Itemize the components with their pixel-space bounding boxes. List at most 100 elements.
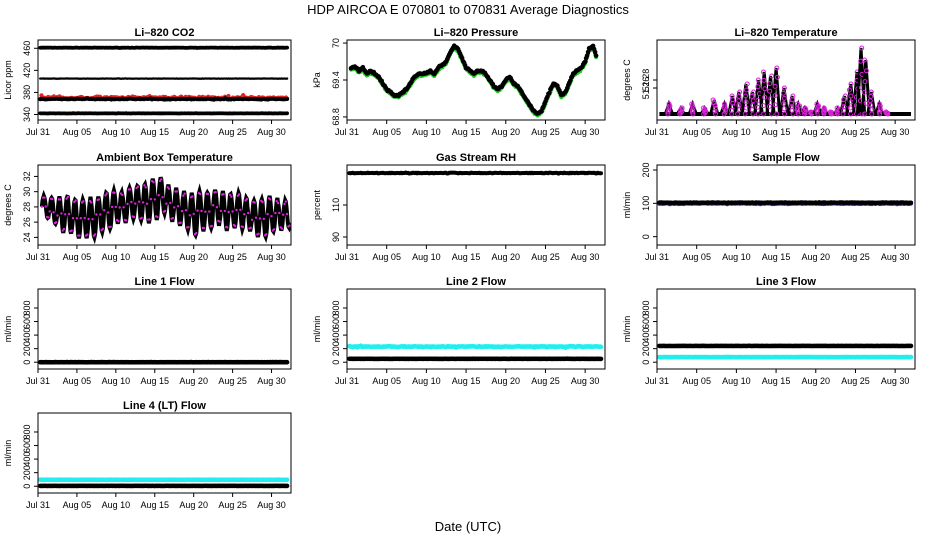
data-point — [60, 212, 63, 215]
x-tick-label: Aug 25 — [531, 252, 560, 262]
data-point — [288, 224, 291, 227]
data-point — [121, 193, 124, 197]
y-tick-label: 32 — [22, 171, 32, 181]
x-tick-label: Aug 25 — [218, 376, 247, 386]
x-tick-label: Aug 10 — [102, 376, 131, 386]
y-tick-label: 0 — [22, 360, 32, 365]
y-tick-label: 600 — [331, 314, 341, 329]
panel-4: Ambient Box Temperature degrees C 24 26 28 30… — [3, 152, 292, 262]
x-tick-label: Aug 15 — [452, 127, 481, 137]
x-tick-label: Aug 30 — [257, 127, 286, 137]
y-tick-label: 600 — [22, 438, 32, 453]
data-point — [48, 210, 51, 213]
plot-area — [659, 45, 912, 117]
data-point — [67, 212, 71, 216]
y-tick-label: 800 — [641, 300, 651, 315]
data-point — [191, 195, 194, 198]
series-pressure-black — [348, 43, 599, 116]
data-point — [769, 73, 775, 79]
x-tick-label: Jul 31 — [645, 376, 669, 386]
plot-frame — [37, 39, 292, 121]
data-point — [87, 217, 90, 221]
data-point — [176, 205, 180, 208]
data-point — [781, 101, 787, 107]
x-tick-label: Jul 31 — [26, 376, 50, 386]
x-tick-label: Aug 20 — [179, 252, 208, 262]
data-point — [781, 106, 787, 112]
x-tick-label: Aug 10 — [412, 376, 441, 386]
data-point — [743, 87, 749, 93]
plot-area — [347, 170, 603, 176]
plot-frame — [37, 164, 292, 246]
data-point — [269, 198, 272, 201]
y-tick-label: 51.26 — [641, 77, 651, 100]
data-point — [666, 101, 672, 107]
data-point — [106, 211, 110, 214]
data-point — [82, 200, 85, 203]
data-point — [737, 89, 743, 95]
data-point — [762, 94, 768, 100]
data-point — [90, 201, 93, 204]
y-tick-label: 0 — [331, 360, 341, 365]
y-tick-label: 90 — [331, 232, 341, 242]
data-point — [180, 209, 184, 213]
data-point — [196, 209, 199, 212]
data-point — [767, 81, 773, 87]
data-point — [56, 214, 59, 217]
x-tick-label: Aug 10 — [412, 252, 441, 262]
panel-title: Li–820 CO2 — [135, 27, 195, 39]
data-point — [278, 211, 281, 215]
data-point — [712, 105, 718, 111]
y-tick-label: 420 — [22, 63, 32, 78]
data-point — [821, 105, 827, 111]
plot-area — [347, 343, 604, 362]
x-tick-label: Aug 20 — [492, 376, 521, 386]
data-point — [762, 86, 768, 92]
x-tick-label: Aug 15 — [452, 252, 481, 262]
y-tick-label: 400 — [641, 328, 651, 343]
data-point — [40, 205, 44, 208]
x-tick-label: Aug 15 — [141, 252, 170, 262]
data-point — [285, 212, 289, 216]
spike-trace — [771, 67, 782, 115]
x-tick-label: Aug 10 — [722, 252, 751, 262]
data-point — [117, 220, 120, 223]
data-point — [145, 202, 149, 205]
data-point — [101, 227, 105, 230]
data-point — [161, 196, 164, 199]
data-point — [848, 81, 854, 87]
data-point — [43, 196, 46, 199]
data-point — [276, 201, 280, 205]
data-point — [126, 202, 129, 206]
data-point — [153, 198, 156, 201]
panel-title: Line 4 (LT) Flow — [123, 400, 206, 412]
spike-trace — [786, 95, 797, 115]
x-tick-label: Aug 10 — [102, 252, 131, 262]
data-point — [235, 208, 238, 212]
data-point — [167, 187, 171, 190]
data-point — [274, 211, 277, 215]
data-point — [104, 194, 107, 197]
data-point — [262, 217, 265, 221]
y-tick-label: 200 — [22, 341, 32, 356]
data-point — [231, 210, 234, 213]
x-tick-label: Aug 20 — [802, 127, 831, 137]
data-point — [214, 190, 217, 194]
x-tick-label: Aug 20 — [492, 127, 521, 137]
y-tick-label: 0 — [22, 484, 32, 489]
data-point — [208, 210, 211, 213]
x-tick-label: Aug 30 — [571, 376, 600, 386]
series-line2-cyan — [347, 343, 604, 351]
data-point — [113, 191, 116, 194]
data-point — [122, 206, 125, 209]
data-point — [280, 227, 284, 230]
x-tick-label: Aug 25 — [218, 500, 247, 510]
panel-title: Sample Flow — [752, 152, 820, 164]
series-line4-black — [38, 483, 290, 489]
data-point — [58, 198, 62, 201]
data-point — [265, 233, 268, 236]
data-point — [736, 93, 742, 99]
data-point — [169, 201, 172, 205]
data-point — [228, 193, 232, 196]
data-point — [134, 202, 137, 205]
